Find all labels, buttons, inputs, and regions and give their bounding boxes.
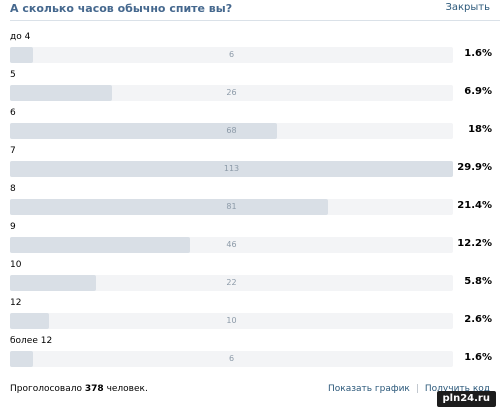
result-bar-track: 22: [10, 275, 453, 291]
result-row-1: 5 26 6.9%: [10, 70, 492, 108]
result-bar-track: 10: [10, 313, 453, 329]
result-bar-track: 6: [10, 351, 453, 367]
result-bar-fill: [10, 199, 328, 215]
link-separator: |: [415, 384, 419, 394]
result-row-6: 10 22 5.8%: [10, 260, 492, 298]
result-bar-fill: [10, 313, 49, 329]
result-bar-fill: [10, 47, 34, 63]
result-bar-track: 113: [10, 161, 453, 177]
result-bar-track: 68: [10, 123, 453, 139]
result-row-8: более 12 6 1.6%: [10, 336, 492, 374]
poll-header: А сколько часов обычно спите вы? Закрыть: [10, 2, 500, 21]
option-label: 5: [10, 70, 16, 80]
voted-summary: Проголосовало 378 человек.: [10, 384, 148, 394]
result-row-2: 6 68 18%: [10, 108, 492, 146]
option-label: 10: [10, 260, 22, 270]
vote-percent: 5.8%: [464, 276, 492, 287]
vote-count: 46: [226, 240, 237, 249]
result-bar-fill: [10, 351, 34, 367]
result-bar-track: 81: [10, 199, 453, 215]
vote-percent: 29.9%: [457, 162, 492, 173]
option-label: 12: [10, 298, 22, 308]
option-label: 9: [10, 222, 16, 232]
result-bar-track: 46: [10, 237, 453, 253]
poll-footer: Проголосовало 378 человек. Показать граф…: [10, 384, 490, 398]
poll-results: до 4 6 1.6% 5 26 6.9% 6 68 18% 7 113 29.…: [10, 32, 492, 374]
vote-percent: 2.6%: [464, 314, 492, 325]
result-bar-fill: [10, 275, 97, 291]
show-chart-link[interactable]: Показать график: [327, 384, 410, 394]
result-bar-fill: [10, 237, 191, 253]
vote-percent: 1.6%: [464, 352, 492, 363]
vote-percent: 21.4%: [457, 200, 492, 211]
option-label: 8: [10, 184, 16, 194]
vote-count: 68: [226, 126, 237, 135]
vote-percent: 1.6%: [464, 48, 492, 59]
vote-count: 81: [226, 202, 237, 211]
get-code-link[interactable]: Получить код: [424, 384, 490, 394]
vote-count: 26: [226, 88, 237, 97]
result-bar-track: 26: [10, 85, 453, 101]
voted-suffix: человек.: [106, 384, 148, 394]
result-row-0: до 4 6 1.6%: [10, 32, 492, 70]
result-bar-fill: [10, 123, 277, 139]
footer-links: Показать график | Получить код: [328, 384, 490, 394]
voted-count: 378: [84, 384, 104, 394]
vote-count: 6: [228, 354, 235, 363]
voted-prefix: Проголосовало: [10, 384, 83, 394]
vote-percent: 18%: [468, 124, 492, 135]
option-label: более 12: [10, 336, 53, 346]
vote-percent: 6.9%: [464, 86, 492, 97]
vote-count: 10: [226, 316, 237, 325]
vote-count: 113: [223, 164, 240, 173]
vote-count: 6: [228, 50, 235, 59]
result-bar-track: 6: [10, 47, 453, 63]
option-label: 7: [10, 146, 16, 156]
header-divider: [10, 20, 500, 21]
option-label: до 4: [10, 32, 31, 42]
poll-title: А сколько часов обычно спите вы?: [10, 2, 233, 15]
vote-count: 22: [226, 278, 237, 287]
result-row-7: 12 10 2.6%: [10, 298, 492, 336]
vote-percent: 12.2%: [457, 238, 492, 249]
result-bar-fill: [10, 85, 112, 101]
result-row-3: 7 113 29.9%: [10, 146, 492, 184]
result-row-5: 9 46 12.2%: [10, 222, 492, 260]
result-row-4: 8 81 21.4%: [10, 184, 492, 222]
close-link[interactable]: Закрыть: [445, 2, 490, 13]
result-bar-fill: [10, 161, 453, 177]
site-watermark: pln24.ru: [436, 391, 496, 407]
option-label: 6: [10, 108, 16, 118]
